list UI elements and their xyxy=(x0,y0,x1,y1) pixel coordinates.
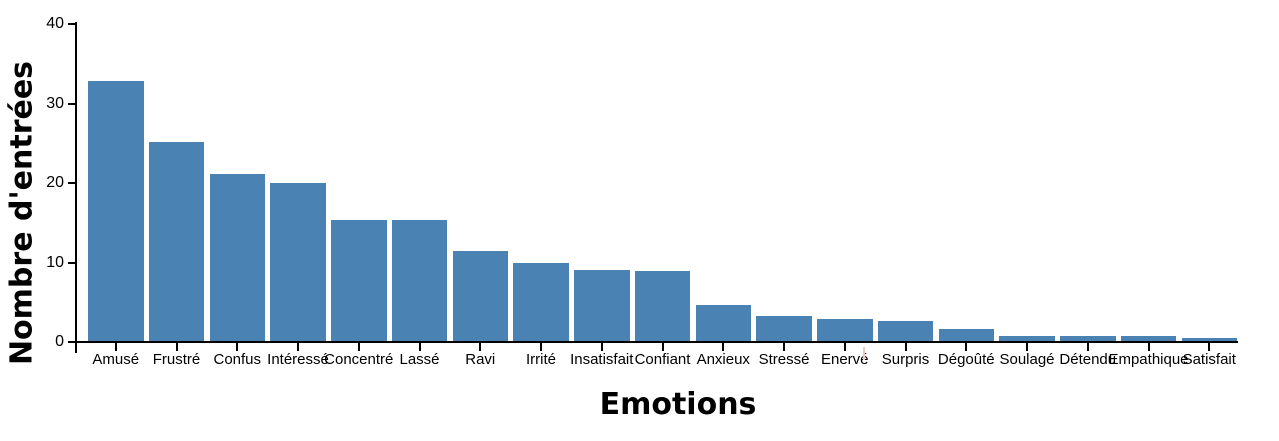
x-tick-mark xyxy=(843,343,846,351)
y-tick-label-0: 0 xyxy=(55,333,64,350)
y-tick-label-10: 10 xyxy=(46,253,64,271)
x-tick-label-insatisfait: Insatisfait xyxy=(570,351,634,368)
y-tick-label-30: 30 xyxy=(46,94,64,112)
x-tick-mark xyxy=(965,343,968,351)
bar-concentre xyxy=(331,219,387,342)
bar-degoute xyxy=(938,329,994,342)
bar-enerve xyxy=(817,318,873,342)
x-tick-mark xyxy=(418,343,421,351)
bar-ravi xyxy=(452,250,508,342)
x-tick-label-confiant: Confiant xyxy=(634,351,691,368)
x-axis-line xyxy=(75,341,1238,343)
x-tick-mark xyxy=(236,343,239,351)
x-axis-title: Emotions xyxy=(599,387,757,422)
y-tick-mark xyxy=(68,102,75,105)
bar-irrite xyxy=(513,262,569,342)
y-tick-label-40: 40 xyxy=(46,15,64,32)
x-tick-label-amuse: Amusé xyxy=(92,351,140,368)
stray-cursor-mark xyxy=(863,347,865,360)
x-tick-mark xyxy=(479,343,482,351)
x-tick-mark xyxy=(297,343,299,351)
bar-insatisfait xyxy=(574,270,630,342)
y-tick-mark xyxy=(68,261,75,264)
bar-interesse xyxy=(270,183,326,342)
x-tick-label-detendu: Détendu xyxy=(1059,351,1117,368)
y-tick-mark xyxy=(68,23,75,25)
x-tick-label-degoute: Dégoûté xyxy=(937,351,995,368)
bar-empathique xyxy=(1120,336,1177,342)
x-tick-mark xyxy=(600,343,603,351)
bar-amuse xyxy=(88,81,144,342)
x-tick-mark xyxy=(1086,343,1089,351)
x-tick-label-irrite: Irrité xyxy=(526,351,556,368)
bar-surpris xyxy=(877,321,934,342)
x-tick-label-stresse: Stressé xyxy=(758,351,810,368)
y-axis-line xyxy=(75,22,77,353)
x-tick-label-concentre: Concentré xyxy=(324,351,394,368)
x-tick-mark xyxy=(904,343,907,351)
x-tick-mark xyxy=(357,343,360,351)
x-tick-label-confus: Confus xyxy=(213,351,262,368)
x-tick-mark xyxy=(1147,343,1150,351)
x-tick-label-empathique: Empathique xyxy=(1108,351,1189,368)
x-tick-mark xyxy=(540,343,542,351)
bar-stresse xyxy=(756,315,812,342)
y-tick-label-20: 20 xyxy=(46,174,64,191)
x-tick-mark xyxy=(722,343,725,351)
x-tick-label-surpris: Surpris xyxy=(881,351,930,368)
x-tick-mark xyxy=(114,343,117,351)
x-tick-label-anxieux: Anxieux xyxy=(696,351,750,368)
bar-satisfait xyxy=(1181,338,1237,342)
bar-frustre xyxy=(148,142,205,342)
plot-area xyxy=(77,24,1237,342)
x-tick-mark xyxy=(661,343,664,351)
y-tick-mark xyxy=(68,341,75,343)
x-tick-mark xyxy=(1026,343,1028,351)
bar-anxieux xyxy=(695,305,751,342)
x-tick-label-lasse: Lassé xyxy=(399,351,440,368)
x-tick-mark xyxy=(175,343,178,351)
y-tick-mark xyxy=(68,182,75,184)
bar-confiant xyxy=(634,271,691,342)
bar-soulage xyxy=(999,336,1055,342)
x-tick-mark xyxy=(783,343,785,351)
x-tick-label-enerve: Enervé xyxy=(820,351,869,368)
bar-detendu xyxy=(1060,336,1116,342)
x-tick-label-frustre: Frustré xyxy=(152,351,201,368)
x-tick-label-soulage: Soulagé xyxy=(999,351,1055,368)
x-tick-label-satisfait: Satisfait xyxy=(1182,351,1236,368)
x-tick-mark xyxy=(1208,343,1211,351)
bar-lasse xyxy=(391,219,448,342)
bar-confus xyxy=(209,174,265,342)
x-tick-label-interesse: Intéressé xyxy=(267,351,329,368)
x-tick-label-ravi: Ravi xyxy=(465,351,496,368)
